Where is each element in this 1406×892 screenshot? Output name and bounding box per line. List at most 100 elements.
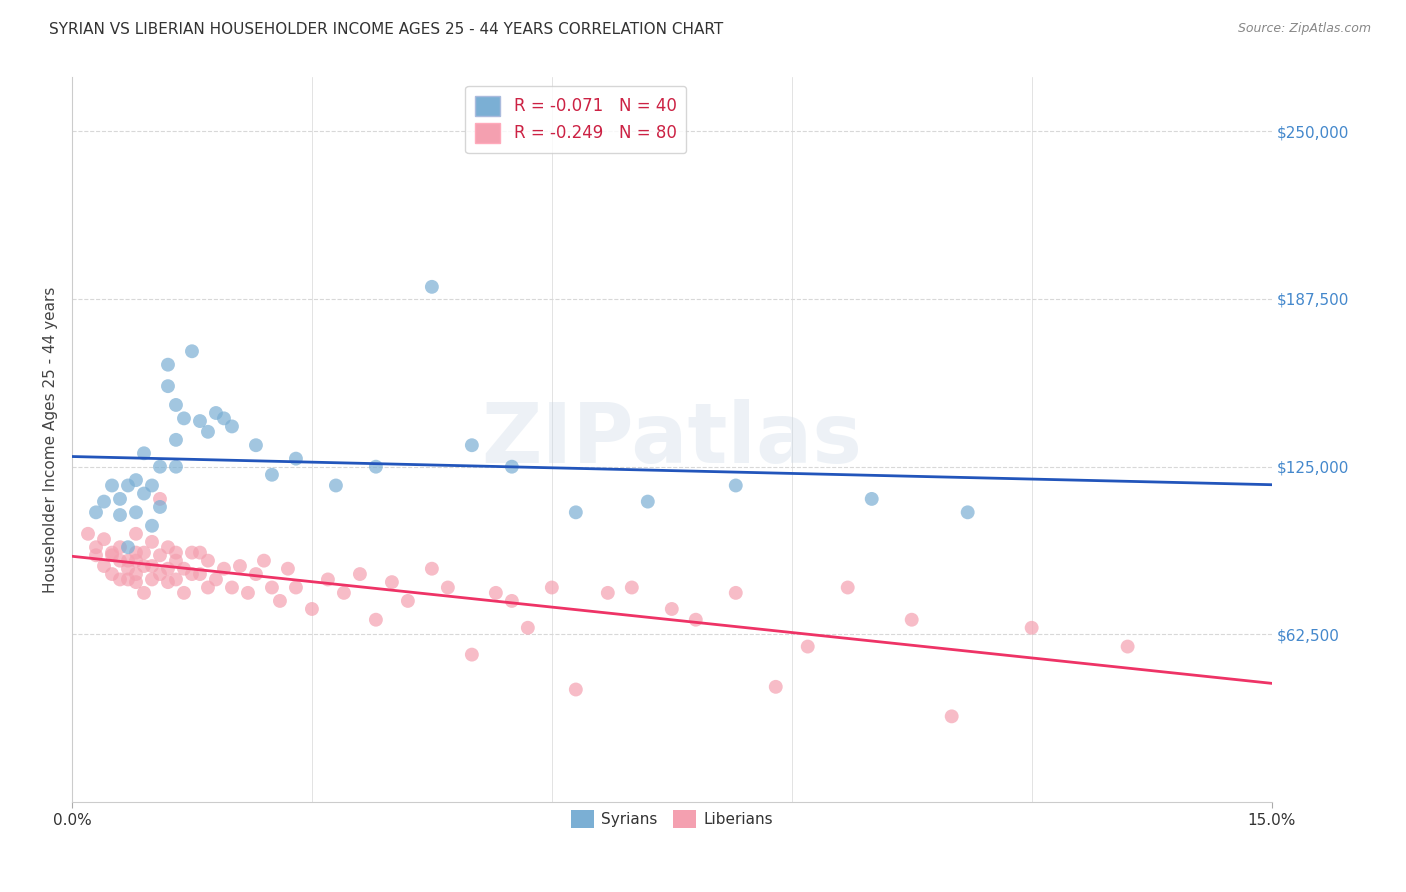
Point [349, 567, 371, 582]
Point [108, 508, 131, 522]
Point [685, 613, 707, 627]
Point [108, 491, 131, 506]
Point [221, 419, 243, 434]
Point [797, 640, 820, 654]
Point [132, 586, 155, 600]
Point [141, 478, 163, 492]
Point [108, 573, 131, 587]
Point [84, 505, 107, 519]
Point [420, 280, 443, 294]
Point [165, 573, 187, 587]
Point [260, 467, 283, 482]
Point [165, 459, 187, 474]
Point [141, 559, 163, 574]
Point [165, 433, 187, 447]
Point [181, 344, 204, 359]
Point [245, 567, 267, 582]
Point [837, 581, 859, 595]
Point [197, 581, 219, 595]
Point [188, 546, 211, 560]
Point [141, 573, 163, 587]
Point [93, 532, 115, 546]
Point [84, 540, 107, 554]
Point [125, 526, 148, 541]
Point [260, 581, 283, 595]
Point [277, 562, 299, 576]
Point [245, 438, 267, 452]
Point [101, 567, 124, 582]
Point [141, 534, 163, 549]
Point [212, 411, 235, 425]
Point [724, 478, 747, 492]
Point [101, 546, 124, 560]
Point [188, 414, 211, 428]
Point [125, 554, 148, 568]
Legend: Syrians, Liberians: Syrians, Liberians [564, 804, 779, 835]
Point [101, 478, 124, 492]
Point [117, 554, 139, 568]
Point [165, 554, 187, 568]
Point [284, 581, 307, 595]
Point [1021, 621, 1043, 635]
Text: ZIPatlas: ZIPatlas [481, 400, 862, 481]
Point [141, 518, 163, 533]
Point [420, 562, 443, 576]
Point [765, 680, 787, 694]
Point [197, 554, 219, 568]
Point [461, 438, 484, 452]
Point [156, 540, 179, 554]
Point [596, 586, 619, 600]
Point [173, 411, 195, 425]
Point [333, 586, 356, 600]
Point [77, 526, 100, 541]
Point [900, 613, 922, 627]
Point [364, 459, 387, 474]
Point [316, 573, 339, 587]
Point [1116, 640, 1139, 654]
Point [125, 505, 148, 519]
Point [396, 594, 419, 608]
Point [132, 446, 155, 460]
Point [637, 494, 659, 508]
Point [84, 549, 107, 563]
Point [437, 581, 460, 595]
Point [108, 554, 131, 568]
Point [381, 575, 404, 590]
Y-axis label: Householder Income Ages 25 - 44 years: Householder Income Ages 25 - 44 years [44, 286, 58, 593]
Point [165, 398, 187, 412]
Point [156, 562, 179, 576]
Text: SYRIAN VS LIBERIAN HOUSEHOLDER INCOME AGES 25 - 44 YEARS CORRELATION CHART: SYRIAN VS LIBERIAN HOUSEHOLDER INCOME AG… [49, 22, 724, 37]
Point [132, 546, 155, 560]
Point [188, 567, 211, 582]
Point [661, 602, 683, 616]
Point [173, 586, 195, 600]
Point [620, 581, 643, 595]
Text: Source: ZipAtlas.com: Source: ZipAtlas.com [1237, 22, 1371, 36]
Point [181, 546, 204, 560]
Point [117, 573, 139, 587]
Point [485, 586, 508, 600]
Point [197, 425, 219, 439]
Point [173, 562, 195, 576]
Point [156, 379, 179, 393]
Point [205, 406, 228, 420]
Point [221, 581, 243, 595]
Point [181, 567, 204, 582]
Point [236, 586, 259, 600]
Point [149, 549, 172, 563]
Point [229, 559, 252, 574]
Point [149, 491, 172, 506]
Point [149, 567, 172, 582]
Point [364, 613, 387, 627]
Point [253, 554, 276, 568]
Point [301, 602, 323, 616]
Point [860, 491, 883, 506]
Point [125, 473, 148, 487]
Point [540, 581, 562, 595]
Point [117, 478, 139, 492]
Point [461, 648, 484, 662]
Point [269, 594, 291, 608]
Point [724, 586, 747, 600]
Point [125, 575, 148, 590]
Point [149, 500, 172, 514]
